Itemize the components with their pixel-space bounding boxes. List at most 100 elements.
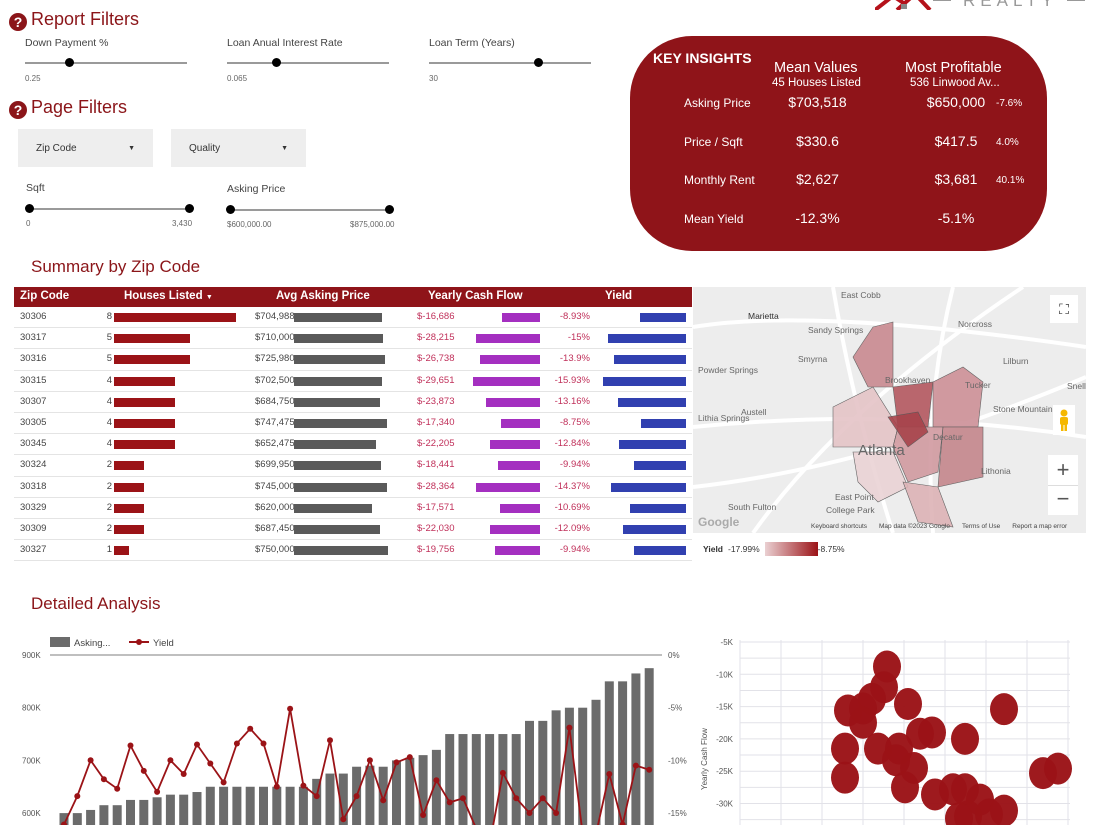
yield-point[interactable] <box>114 785 121 792</box>
asking-price-bar[interactable] <box>378 766 388 825</box>
asking-price-bar[interactable] <box>139 799 149 825</box>
yield-point[interactable] <box>287 705 294 712</box>
yield-point[interactable] <box>553 809 560 816</box>
zoom-out-button[interactable]: − <box>1048 485 1078 515</box>
help-icon[interactable]: ? <box>9 13 27 31</box>
zoom-in-button[interactable]: + <box>1056 457 1070 482</box>
table-row[interactable]: 30306 8 $704,988 $-16,686 -8.93% <box>14 307 692 329</box>
asking-price-bar[interactable] <box>618 681 628 825</box>
yield-point[interactable] <box>74 793 81 800</box>
asking-price-bar[interactable] <box>126 799 135 825</box>
slider-min-handle[interactable] <box>25 204 34 213</box>
table-row[interactable]: 30315 4 $702,500 $-29,651 -15.93% <box>14 371 692 392</box>
yield-point[interactable] <box>460 795 466 802</box>
yield-point[interactable] <box>154 788 161 795</box>
asking-price-bar[interactable] <box>365 765 375 825</box>
quality-dropdown[interactable]: Quality ▼ <box>171 129 306 167</box>
yield-point[interactable] <box>194 741 200 748</box>
table-row[interactable]: 30324 2 $699,950 $-18,441 -9.94% <box>14 455 692 477</box>
asking-price-bar[interactable] <box>525 720 534 825</box>
asking-price-bar[interactable] <box>538 720 548 825</box>
asking-price-bar[interactable] <box>192 792 202 825</box>
yield-point[interactable] <box>566 724 573 731</box>
report-filter-slider[interactable] <box>429 58 591 67</box>
yield-point[interactable] <box>327 737 333 744</box>
yield-point[interactable] <box>433 777 440 784</box>
zip-code-region[interactable] <box>887 411 929 448</box>
table-row[interactable]: 30345 4 $652,475 $-22,205 -12.84% <box>14 434 692 456</box>
help-icon[interactable]: ? <box>9 101 27 119</box>
slider-handle[interactable] <box>64 58 74 67</box>
asking-price-bar[interactable] <box>179 794 189 825</box>
asking-price-bar[interactable] <box>219 786 229 825</box>
yield-point[interactable] <box>446 799 453 806</box>
asking-price-bar[interactable] <box>418 755 428 825</box>
col-houses-listed[interactable]: Houses Listed ▼ <box>124 290 213 302</box>
asking-price-bar[interactable] <box>325 773 335 825</box>
yield-point[interactable] <box>300 782 307 789</box>
yield-point[interactable] <box>247 725 254 732</box>
asking-price-bar[interactable] <box>485 734 495 825</box>
table-row[interactable]: 30329 2 $620,000 $-17,571 -10.69% <box>14 498 692 519</box>
asking-price-range-slider[interactable] <box>226 205 394 214</box>
asking-price-bar[interactable] <box>152 797 162 825</box>
yield-point[interactable] <box>207 760 214 767</box>
fullscreen-button[interactable]: ⛶ <box>1050 295 1078 323</box>
table-row[interactable]: 30327 1 $750,000 $-19,756 -9.94% <box>14 540 692 562</box>
asking-price-bar[interactable] <box>86 809 96 825</box>
asking-price-bar[interactable] <box>59 813 69 825</box>
yield-point[interactable] <box>393 759 400 766</box>
asking-price-bar[interactable] <box>392 760 401 825</box>
scatter-bubble[interactable] <box>990 794 1018 825</box>
yield-point[interactable] <box>513 795 520 802</box>
table-row[interactable]: 30318 2 $745,000 $-28,364 -14.37% <box>14 477 692 498</box>
asking-price-bar[interactable] <box>112 805 122 825</box>
scatter-bubble[interactable] <box>831 732 859 765</box>
scatter-bubble[interactable] <box>894 688 922 721</box>
yield-point[interactable] <box>340 816 347 823</box>
yield-point[interactable] <box>233 740 240 747</box>
slider-handle[interactable] <box>271 58 281 67</box>
asking-price-bar[interactable] <box>245 786 255 825</box>
yield-point[interactable] <box>273 783 280 790</box>
scatter-bubble[interactable] <box>918 716 946 749</box>
zip-code-region[interactable] <box>902 481 954 528</box>
scatter-bubble[interactable] <box>945 802 973 825</box>
yield-point[interactable] <box>127 742 134 749</box>
yield-point[interactable] <box>646 766 653 773</box>
yield-point[interactable] <box>632 762 639 769</box>
report-filter-slider[interactable] <box>25 58 187 67</box>
asking-price-bar[interactable] <box>631 673 641 825</box>
legend-line-label[interactable]: Yield <box>153 638 174 649</box>
asking-price-bar[interactable] <box>511 734 521 825</box>
col-yearly-cash-flow[interactable]: Yearly Cash Flow <box>428 290 523 302</box>
yield-point[interactable] <box>406 754 413 761</box>
asking-price-bar[interactable] <box>338 773 348 825</box>
asking-price-bar[interactable] <box>578 707 588 825</box>
asking-price-bar[interactable] <box>72 813 82 825</box>
table-row[interactable]: 30317 5 $710,000 $-28,215 -15% <box>14 328 692 350</box>
yield-point[interactable] <box>606 770 613 777</box>
yield-point[interactable] <box>313 793 320 800</box>
zip-code-dropdown[interactable]: Zip Code ▼ <box>18 129 153 167</box>
asking-price-bar[interactable] <box>498 734 508 825</box>
asking-price-bar[interactable] <box>431 749 441 825</box>
yield-point[interactable] <box>499 769 506 776</box>
yield-point[interactable] <box>353 793 360 800</box>
yield-point[interactable] <box>140 767 147 774</box>
asking-price-bar[interactable] <box>445 734 455 825</box>
col-zip-code[interactable]: Zip Code <box>20 290 70 302</box>
asking-price-bar[interactable] <box>312 778 322 825</box>
slider-min-handle[interactable] <box>226 205 235 214</box>
yield-point[interactable] <box>526 809 533 816</box>
asking-price-bar[interactable] <box>165 794 175 825</box>
keyboard-shortcuts-link[interactable]: Keyboard shortcuts <box>811 523 868 530</box>
zip-code-region[interactable] <box>937 426 984 488</box>
yield-point[interactable] <box>366 757 373 764</box>
legend-bar-label[interactable]: Asking... <box>74 638 110 649</box>
asking-price-bar[interactable] <box>551 710 561 825</box>
col-yield[interactable]: Yield <box>605 290 633 302</box>
slider-max-handle[interactable] <box>185 204 194 213</box>
scatter-bubble[interactable] <box>891 771 919 804</box>
asking-price-bar[interactable] <box>458 734 468 825</box>
